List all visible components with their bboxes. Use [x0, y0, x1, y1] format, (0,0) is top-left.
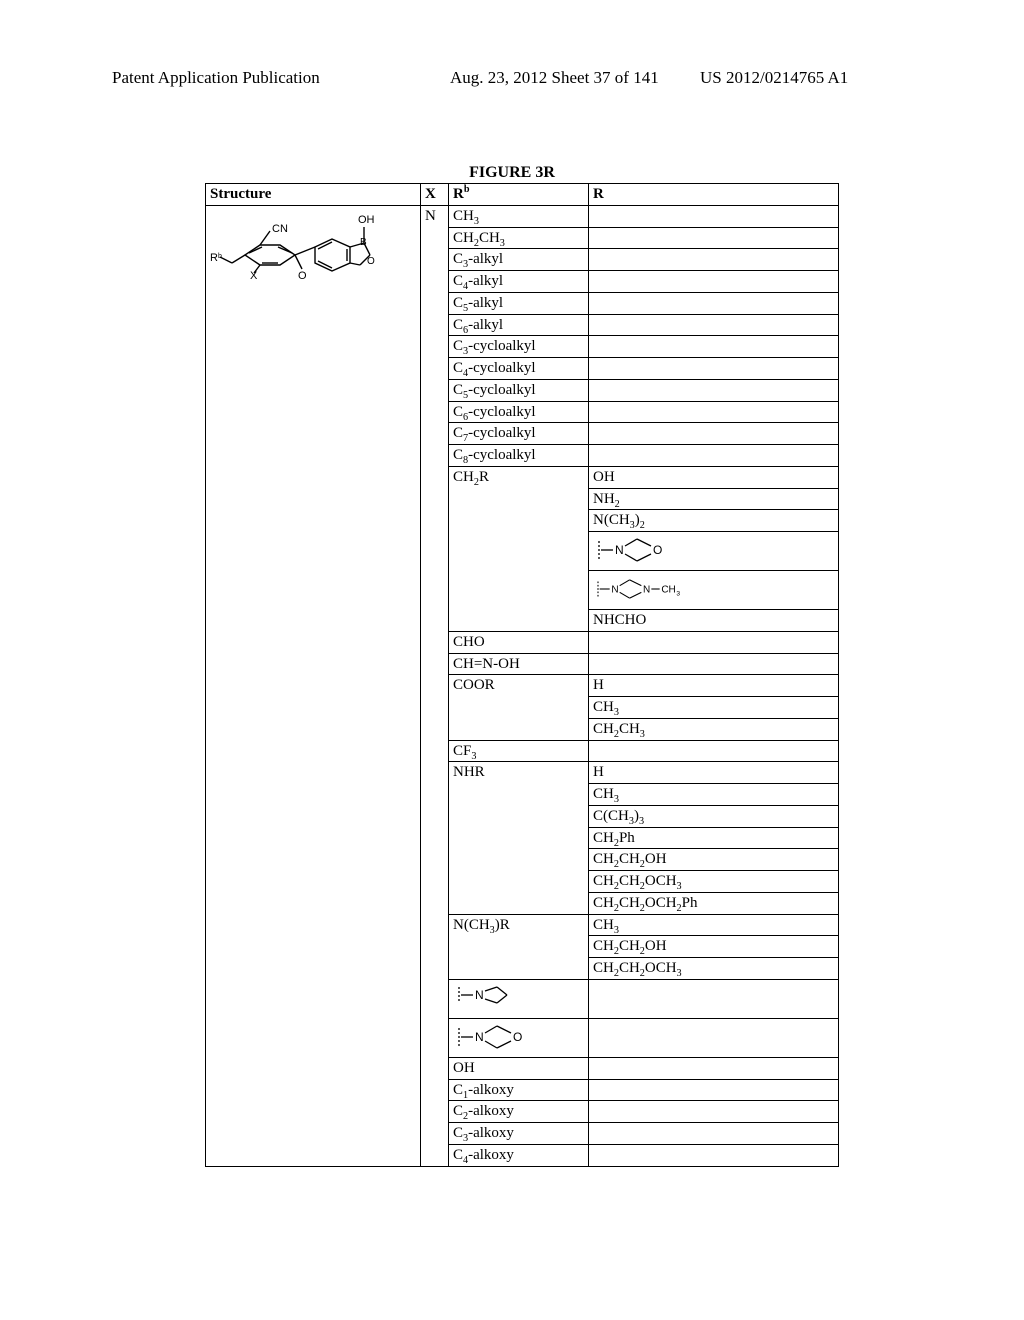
- r-cell: [589, 249, 839, 271]
- rb-cell: CH2CH3: [449, 227, 589, 249]
- rb-cell: N O: [449, 1018, 589, 1057]
- table-row: OH CN B O O X Rb NCH3: [206, 205, 839, 227]
- svg-text:B: B: [360, 237, 367, 248]
- r-cell: CH2CH2OH: [589, 936, 839, 958]
- r-cell: CH3: [589, 784, 839, 806]
- r-cell: OH: [589, 466, 839, 488]
- table-header-row: Structure X Rb R: [206, 184, 839, 206]
- r-cell: CH2Ph: [589, 827, 839, 849]
- rb-cell: CH3: [449, 205, 589, 227]
- r-cell: [589, 314, 839, 336]
- svg-text:N: N: [475, 988, 484, 1002]
- th-r: R: [589, 184, 839, 206]
- rb-cell: C3-alkyl: [449, 249, 589, 271]
- header-left: Patent Application Publication: [112, 68, 320, 88]
- svg-text:O: O: [653, 543, 662, 557]
- rb-cell: C7-cycloalkyl: [449, 423, 589, 445]
- r-cell: [589, 979, 839, 1018]
- rb-cell: C3-alkoxy: [449, 1123, 589, 1145]
- rb-cell: C5-alkyl: [449, 292, 589, 314]
- rb-cell: CHO: [449, 631, 589, 653]
- rb-cell: C6-alkyl: [449, 314, 589, 336]
- r-cell: [589, 292, 839, 314]
- r-cell: [589, 205, 839, 227]
- r-cell: [589, 271, 839, 293]
- r-cell: [589, 631, 839, 653]
- rb-cell: OH: [449, 1057, 589, 1079]
- svg-text:Rb: Rb: [210, 252, 222, 264]
- r-cell: CH3: [589, 914, 839, 936]
- r-cell: CH2CH2OCH3: [589, 871, 839, 893]
- rb-cell: CF3: [449, 740, 589, 762]
- th-x: X: [421, 184, 449, 206]
- rb-cell: N: [449, 979, 589, 1018]
- r-cell: H: [589, 762, 839, 784]
- r-cell: CH2CH2OH: [589, 849, 839, 871]
- r-cell: NHCHO: [589, 610, 839, 632]
- r-cell: [589, 423, 839, 445]
- figure-title: FIGURE 3R: [0, 164, 1024, 182]
- r-cell: [589, 1101, 839, 1123]
- rb-cell: NHR: [449, 762, 589, 914]
- r-cell: N O: [589, 532, 839, 571]
- rb-cell: C3-cycloalkyl: [449, 336, 589, 358]
- svg-text:N: N: [643, 584, 650, 595]
- r-cell: [589, 336, 839, 358]
- r-cell: [589, 1123, 839, 1145]
- r-cell: [589, 1018, 839, 1057]
- rb-cell: C6-cycloalkyl: [449, 401, 589, 423]
- svg-text:O: O: [298, 270, 307, 282]
- r-cell: CH3: [589, 697, 839, 719]
- svg-text:O: O: [367, 256, 375, 267]
- r-cell: [589, 227, 839, 249]
- r-cell: [589, 379, 839, 401]
- r-cell: [589, 358, 839, 380]
- r-cell: [589, 1057, 839, 1079]
- rb-cell: N(CH3)R: [449, 914, 589, 979]
- table-body: OH CN B O O X Rb NCH3CH2CH3C3-alkylC4-al…: [206, 205, 839, 1166]
- rb-cell: COOR: [449, 675, 589, 740]
- r-cell: CH2CH2OCH2Ph: [589, 892, 839, 914]
- rb-cell: C4-alkyl: [449, 271, 589, 293]
- structure-diagram: OH CN B O O X Rb: [210, 207, 380, 302]
- r-cell: N(CH3)2: [589, 510, 839, 532]
- r-cell: [589, 740, 839, 762]
- rb-cell: CH2R: [449, 466, 589, 631]
- th-structure: Structure: [206, 184, 421, 206]
- r-cell: CH2CH3: [589, 718, 839, 740]
- svg-text:CH: CH: [661, 584, 675, 595]
- svg-text:CN: CN: [272, 223, 288, 235]
- compound-table: Structure X Rb R OH: [205, 183, 839, 1167]
- svg-text:N: N: [475, 1030, 484, 1044]
- rb-cell: C8-cycloalkyl: [449, 445, 589, 467]
- structure-cell: OH CN B O O X Rb: [206, 205, 421, 1166]
- svg-text:X: X: [250, 270, 258, 282]
- svg-text:O: O: [513, 1030, 522, 1044]
- rb-cell: C4-cycloalkyl: [449, 358, 589, 380]
- r-cell: CH2CH2OCH3: [589, 958, 839, 980]
- rb-cell: C4-alkoxy: [449, 1144, 589, 1166]
- th-rb: Rb: [449, 184, 589, 206]
- r-cell: [589, 445, 839, 467]
- r-cell: H: [589, 675, 839, 697]
- r-cell: N N CH 3: [589, 571, 839, 610]
- r-cell: [589, 401, 839, 423]
- rb-cell: C1-alkoxy: [449, 1079, 589, 1101]
- r-cell: NH2: [589, 488, 839, 510]
- table-container: Structure X Rb R OH: [205, 183, 839, 1167]
- r-cell: [589, 1144, 839, 1166]
- header-right: US 2012/0214765 A1: [700, 68, 848, 88]
- svg-text:N: N: [611, 584, 618, 595]
- rb-cell: C2-alkoxy: [449, 1101, 589, 1123]
- rb-cell: C5-cycloalkyl: [449, 379, 589, 401]
- x-cell: N: [421, 205, 449, 1166]
- rb-cell: CH=N-OH: [449, 653, 589, 675]
- r-cell: [589, 653, 839, 675]
- header-center: Aug. 23, 2012 Sheet 37 of 141: [450, 68, 659, 88]
- r-cell: [589, 1079, 839, 1101]
- r-cell: C(CH3)3: [589, 805, 839, 827]
- svg-text:N: N: [615, 543, 624, 557]
- svg-text:3: 3: [676, 591, 680, 598]
- svg-text:OH: OH: [358, 214, 375, 226]
